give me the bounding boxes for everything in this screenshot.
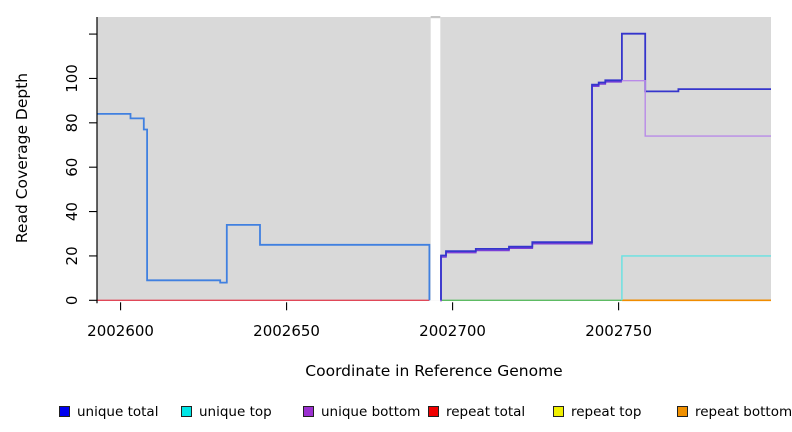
legend-swatch-icon (428, 406, 439, 417)
legend-label: unique top (199, 404, 272, 420)
series-blue-left (97, 113, 431, 301)
legend-label: unique bottom (321, 404, 421, 420)
legend-swatch-icon (181, 406, 192, 417)
series-lavender-bottom-line (621, 79, 771, 137)
legend-label: repeat total (446, 404, 526, 420)
y-tick-label: 20 (63, 246, 81, 265)
legend-swatch-icon (553, 406, 564, 417)
series-cyan-top-line (621, 255, 771, 301)
y-tick-label: 80 (63, 113, 81, 132)
legend-label: repeat top (571, 404, 642, 420)
coverage-gap (430, 16, 441, 301)
legend-swatch-icon (59, 406, 70, 417)
gap-top-strip (430, 16, 441, 19)
y-tick-label: 60 (63, 158, 81, 177)
legend-swatch-icon (303, 406, 314, 417)
x-tick-label: 2002750 (585, 322, 652, 340)
legend-swatch-icon (677, 406, 688, 417)
y-tick-label: 0 (63, 296, 81, 306)
legend-label: repeat bottom (695, 404, 792, 420)
x-axis-title: Coordinate in Reference Genome (305, 362, 563, 380)
x-tick-label: 2002700 (419, 322, 486, 340)
legend-label: unique total (77, 404, 159, 420)
x-tick-label: 2002600 (87, 322, 154, 340)
y-tick-label: 40 (63, 202, 81, 221)
y-tick-label: 100 (63, 64, 81, 93)
y-axis-title: Read Coverage Depth (13, 72, 31, 244)
x-tick-label: 2002650 (253, 322, 320, 340)
series-blue-right (440, 32, 771, 300)
